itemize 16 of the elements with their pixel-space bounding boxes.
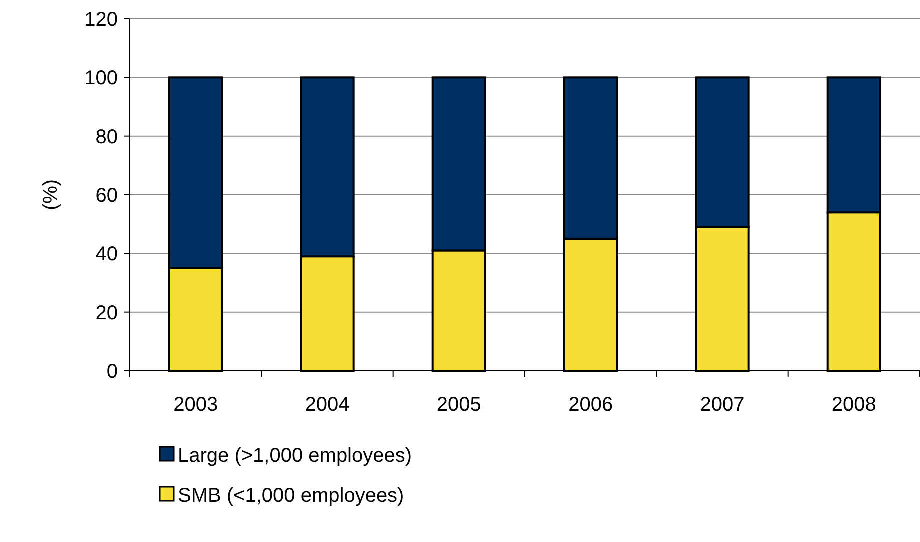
y-tick-label: 40 — [96, 244, 118, 266]
x-tick-label: 2003 — [174, 394, 218, 416]
x-tick-label: 2005 — [436, 394, 482, 416]
x-tick-label: 2004 — [305, 394, 350, 416]
y-tick-label: 0 — [106, 361, 118, 383]
y-tick-label: 80 — [96, 126, 118, 148]
legend-label: SMB (<1,000 employees) — [178, 485, 404, 507]
y-axis-title: (%) — [40, 179, 62, 211]
x-tick-label: 2007 — [700, 394, 745, 416]
y-tick-label: 20 — [96, 302, 118, 324]
y-tick-label: 120 — [84, 9, 118, 31]
legend-label: Large (>1,000 employees) — [178, 445, 412, 467]
x-tick-label: 2006 — [568, 394, 614, 416]
y-tick-label: 100 — [84, 68, 118, 90]
y-tick-label: 60 — [96, 185, 118, 207]
x-tick-label: 2008 — [832, 394, 876, 416]
